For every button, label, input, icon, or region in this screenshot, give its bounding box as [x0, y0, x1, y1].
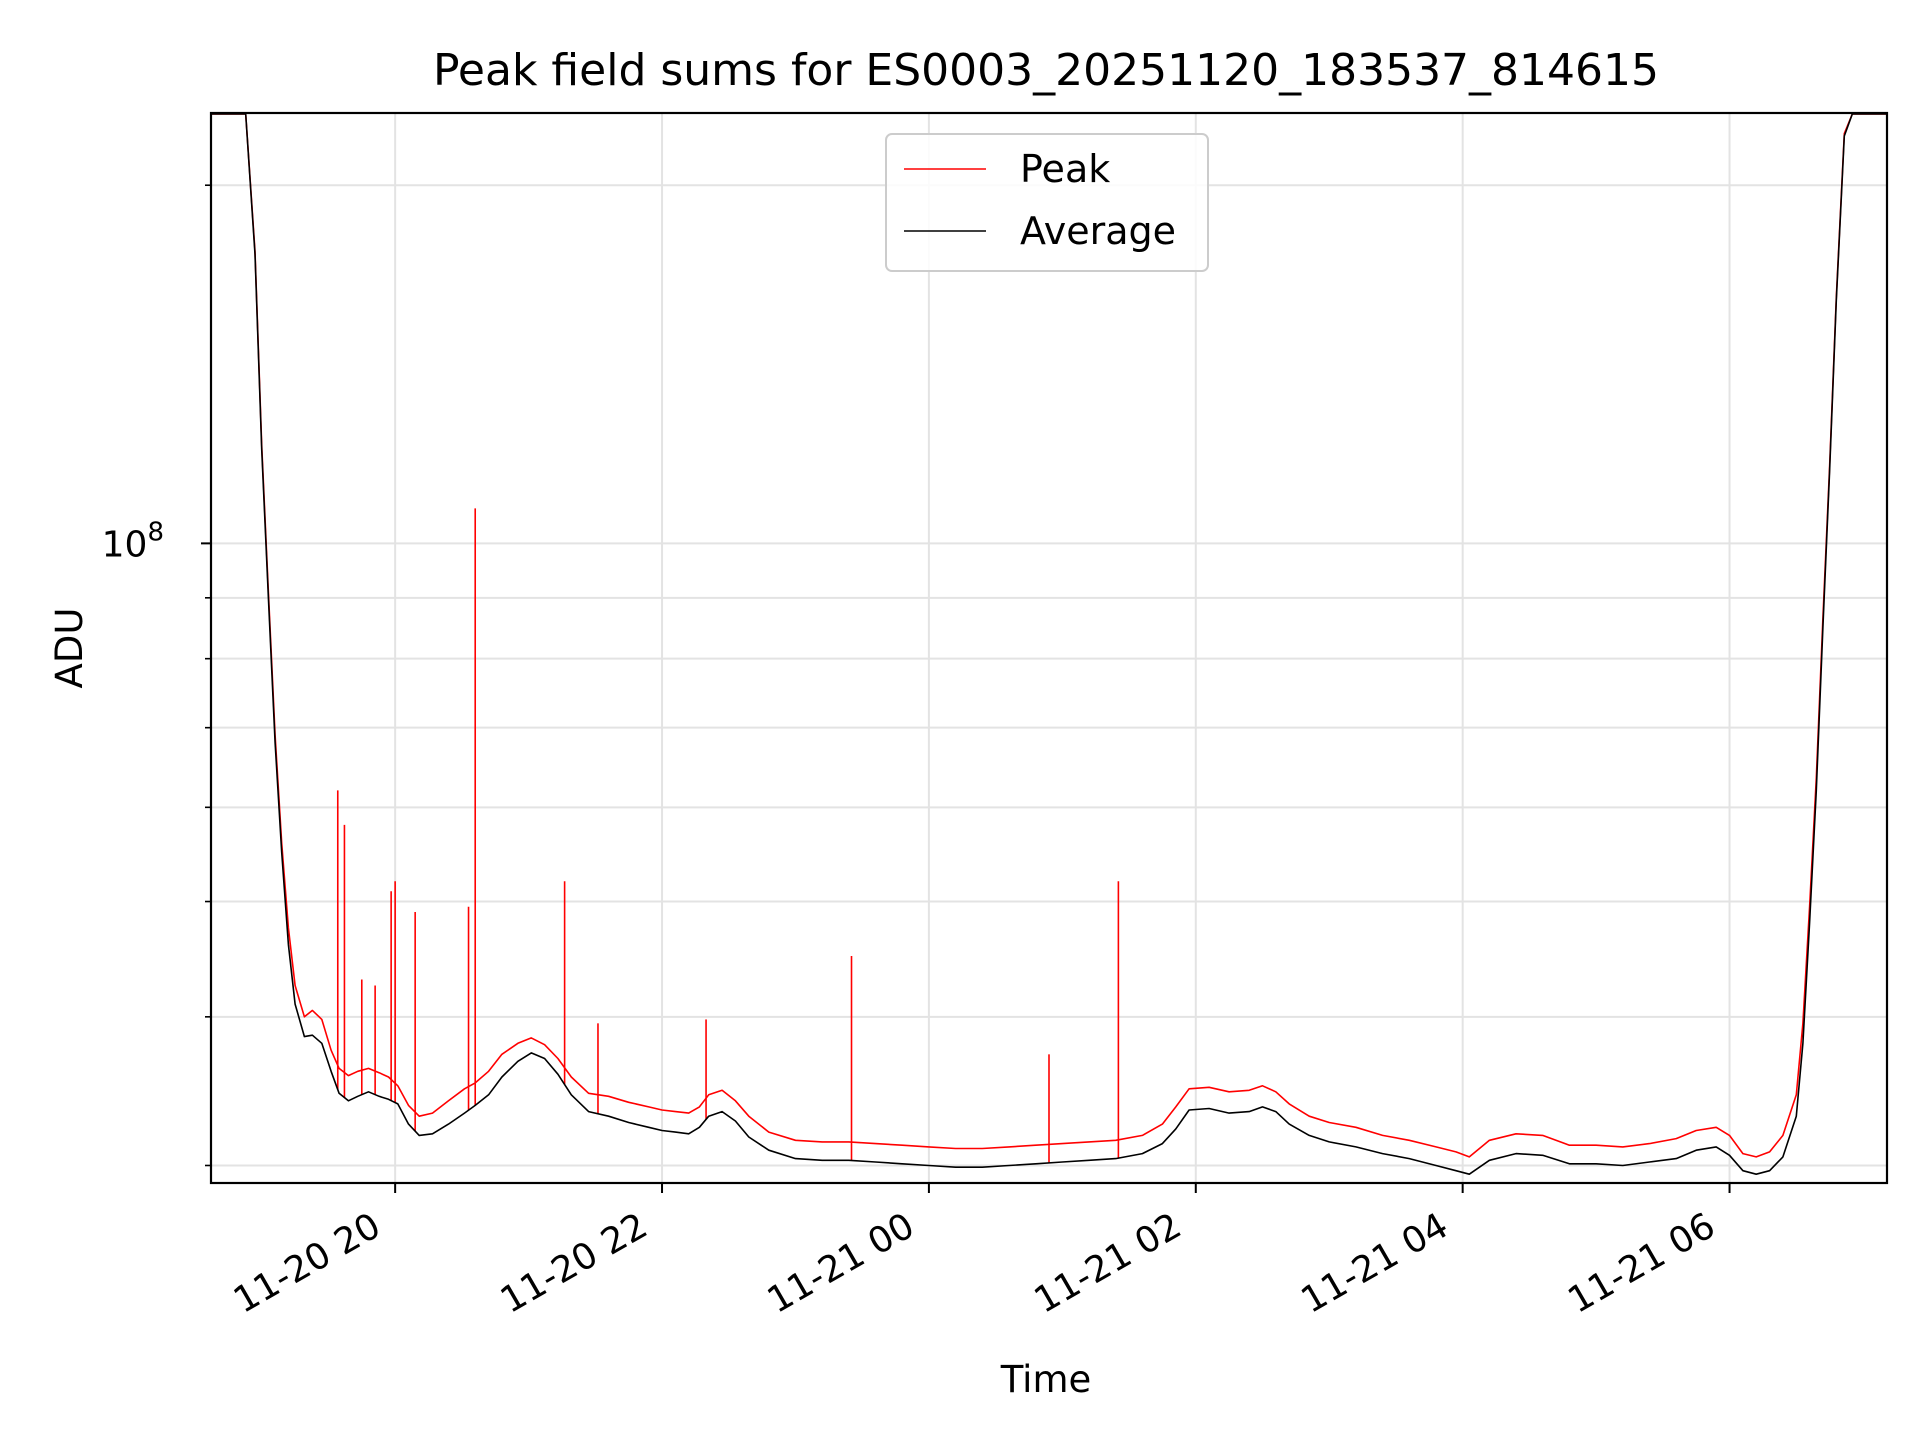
plot-lines [211, 113, 1887, 1175]
y-tick-label: 108 [102, 517, 164, 565]
x-axis-label: Time [1000, 1358, 1092, 1401]
series-line-average [211, 113, 1887, 1175]
plot-frame [209, 111, 1889, 1185]
legend-label-average: Average [1020, 209, 1176, 253]
y-axis-label: ADU [48, 608, 91, 689]
y-axis-ticks: 108 [102, 184, 211, 1167]
chart-title: Peak field sums for ES0003_20251120_1835… [433, 45, 1659, 96]
legend-label-peak: Peak [1020, 147, 1110, 191]
legend: Peak Average [885, 133, 1209, 272]
series-line-peak [211, 113, 1887, 1158]
